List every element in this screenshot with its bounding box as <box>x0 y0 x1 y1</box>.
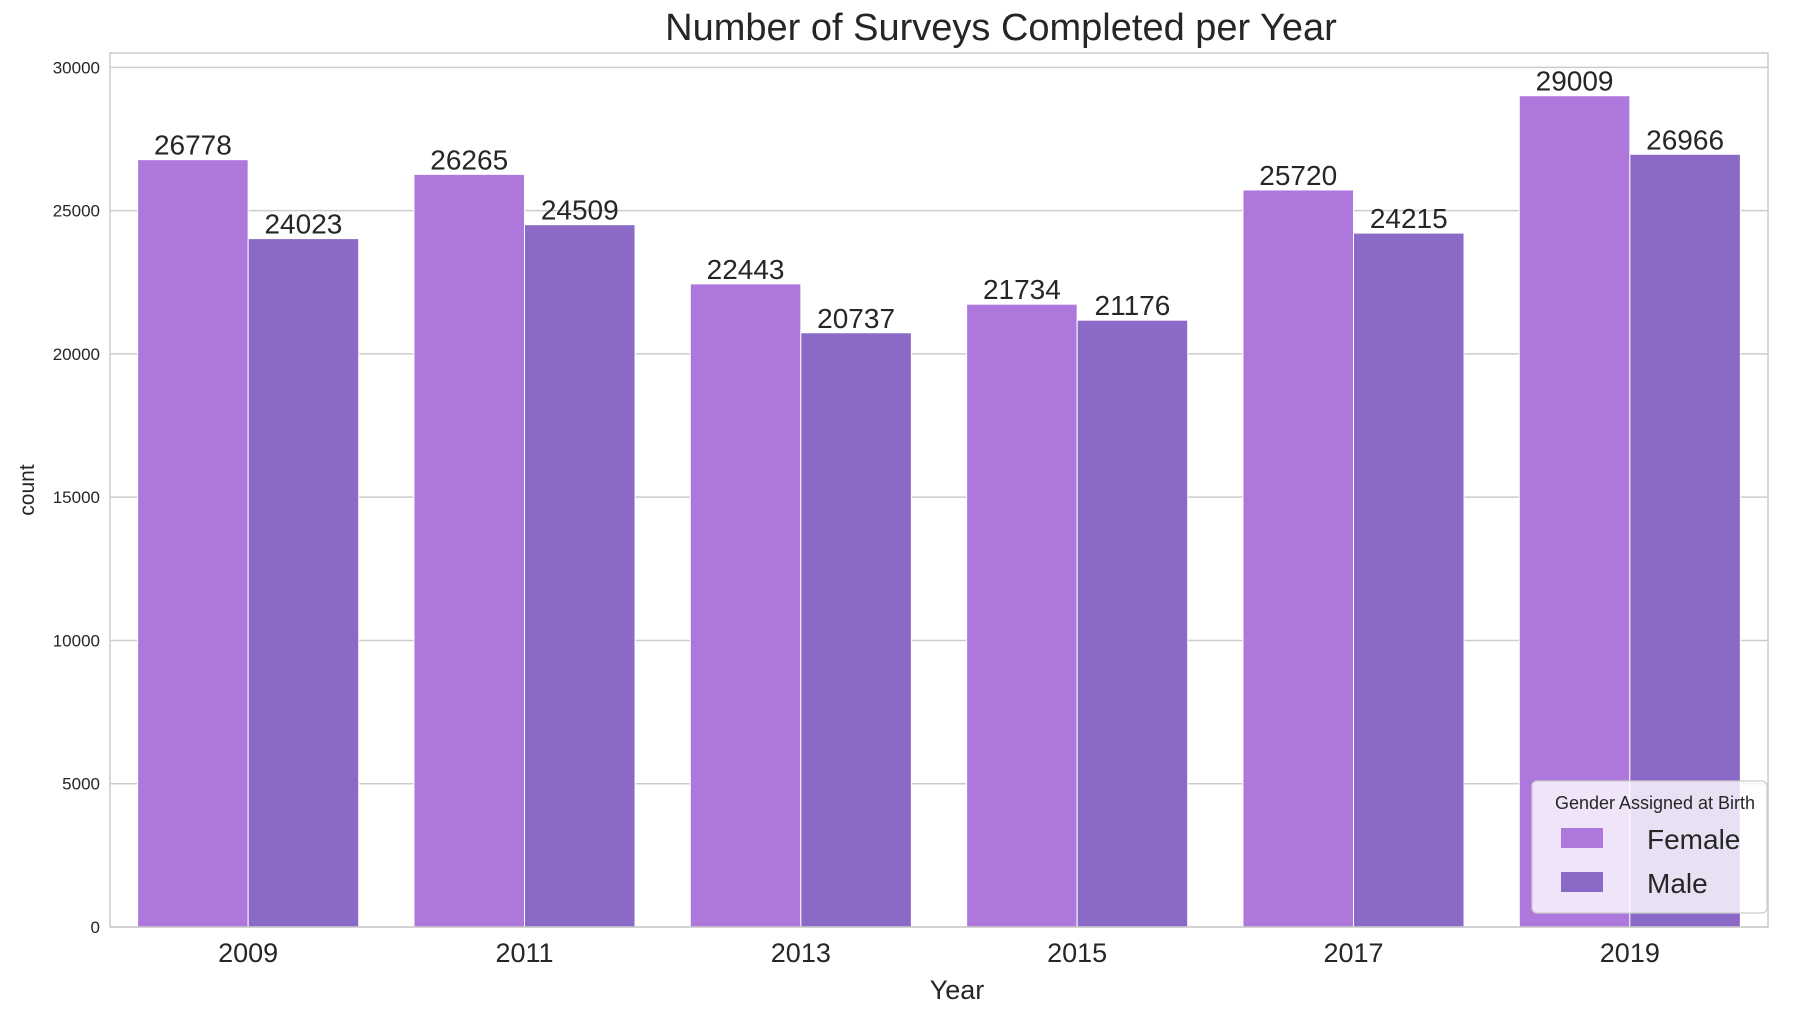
y-axis-label: count <box>16 464 39 516</box>
x-tick-label: 2017 <box>1323 938 1383 968</box>
y-tick-label: 15000 <box>53 488 100 507</box>
bar-value-label-male-2009: 24023 <box>264 209 342 240</box>
x-tick-label: 2009 <box>218 938 278 968</box>
bar-male-2011 <box>524 224 636 928</box>
y-tick-label: 0 <box>91 918 100 937</box>
chart-title: Number of Surveys Completed per Year <box>665 7 1337 49</box>
bar-value-label-male-2011: 24509 <box>541 195 619 226</box>
legend-swatch-male <box>1561 872 1603 892</box>
bar-female-2013 <box>689 283 802 928</box>
bar-value-label-female-2009: 26778 <box>154 130 232 161</box>
bar-value-label-male-2019: 26966 <box>1646 124 1724 155</box>
bar-female-2015 <box>966 303 1078 928</box>
x-tick-label: 2013 <box>771 938 831 968</box>
bar-value-label-male-2015: 21176 <box>1095 290 1171 321</box>
legend-swatch-female <box>1561 828 1603 848</box>
bar-value-label-female-2019: 29009 <box>1536 66 1614 97</box>
y-axis-ticks: 0 5000 10000 15000 20000 25000 30000 <box>53 58 100 937</box>
bar-male-2015 <box>1076 319 1189 928</box>
bar-male-2013 <box>800 332 912 928</box>
bar-value-label-female-2015: 21734 <box>983 274 1061 305</box>
x-tick-label: 2015 <box>1047 938 1107 968</box>
y-tick-label: 5000 <box>62 775 100 794</box>
x-tick-label: 2019 <box>1600 938 1660 968</box>
bar-male-2017 <box>1353 232 1465 928</box>
x-axis-ticks: 2009 2011 2013 2015 2017 2019 <box>218 938 1660 968</box>
bar-female-2011 <box>413 173 526 928</box>
x-axis-label: Year <box>930 975 985 1005</box>
bar-value-label-female-2017: 25720 <box>1259 160 1337 191</box>
x-tick-label: 2011 <box>495 938 553 968</box>
bar-male-2009 <box>247 238 360 928</box>
y-tick-label: 10000 <box>53 631 100 650</box>
y-tick-label: 20000 <box>53 345 100 364</box>
y-tick-label: 25000 <box>53 202 100 221</box>
plot-frame <box>109 52 1769 928</box>
legend-title: Gender Assigned at Birth <box>1555 793 1755 813</box>
bar-value-label-male-2013: 20737 <box>817 303 895 334</box>
bar-value-label-female-2013: 22443 <box>707 254 785 285</box>
bar-value-labels: 26778 24023 26265 24509 22443 20737 21734 21176… <box>154 66 1724 334</box>
y-tick-label: 30000 <box>53 58 100 77</box>
bar-value-label-male-2017: 24215 <box>1370 203 1448 234</box>
bars <box>137 95 1741 928</box>
legend-label-female: Female <box>1647 824 1740 855</box>
bar-value-label-female-2011: 26265 <box>430 144 508 175</box>
legend-label-male: Male <box>1647 868 1708 899</box>
bar-female-2017 <box>1242 189 1355 928</box>
bar-female-2009 <box>137 159 249 928</box>
legend: Gender Assigned at Birth Female Male <box>1531 780 1768 914</box>
